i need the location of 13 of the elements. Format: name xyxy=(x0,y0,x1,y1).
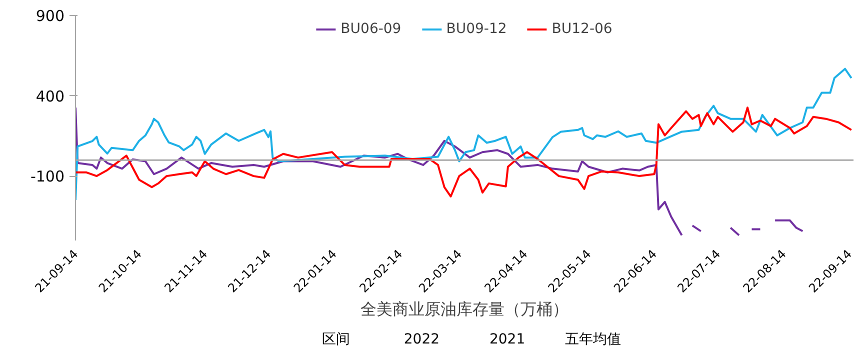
text: 全美商业原油库存量（万桶） xyxy=(360,300,568,318)
legend-label: BU06-09 xyxy=(340,21,402,37)
text: 2022 xyxy=(404,332,440,348)
line-series xyxy=(76,106,852,198)
legend-label: BU12-06 xyxy=(552,21,612,37)
legend-label: BU09-12 xyxy=(446,21,507,37)
y-tick-label: 400 xyxy=(36,87,65,106)
y-tick-label: 900 xyxy=(36,7,65,25)
text: 区间 xyxy=(322,332,350,348)
text: 2021 xyxy=(489,332,526,348)
line-series xyxy=(76,68,852,201)
text: 五年均值 xyxy=(564,332,621,348)
y-tick-label: -100 xyxy=(30,168,65,186)
